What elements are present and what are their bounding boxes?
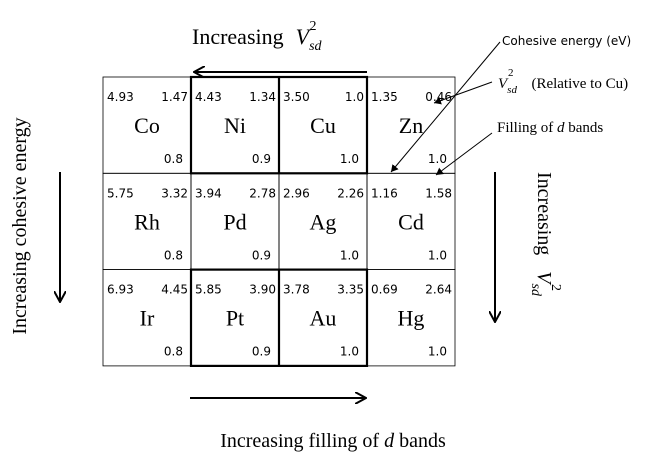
element-symbol: Au — [310, 306, 337, 331]
vsd: 1.58 — [425, 186, 452, 200]
element-symbol: Co — [134, 113, 160, 138]
vsd: 3.90 — [249, 283, 276, 297]
vsd: 2.78 — [249, 186, 276, 200]
element-symbol: Pt — [226, 306, 244, 331]
filling: 1.0 — [340, 345, 359, 359]
vsd: 4.45 — [161, 283, 188, 297]
cohesive-energy: 3.94 — [195, 186, 222, 200]
bottom-label-italic: d — [384, 430, 395, 452]
top-label-symbol: V — [296, 24, 312, 49]
filling: 1.0 — [428, 152, 447, 166]
filling: 1.0 — [428, 248, 447, 262]
vsd: 3.32 — [161, 186, 188, 200]
filling: 0.8 — [164, 152, 183, 166]
top-label-sub: sd — [309, 39, 322, 54]
pointer — [390, 41, 501, 173]
top-label-text: Increasing — [192, 24, 284, 49]
legend-filling-before: Filling of — [497, 120, 557, 136]
cohesive-energy: 3.78 — [283, 283, 310, 297]
legend-filling-after: bands — [565, 120, 604, 136]
element-symbol: Cd — [398, 209, 424, 234]
right-label: Increasing Vsd 2 — [528, 172, 563, 297]
cohesive-energy: 5.75 — [107, 186, 134, 200]
element-symbol: Zn — [399, 113, 423, 138]
vsd: 1.34 — [249, 90, 276, 104]
element-symbol: Pd — [223, 209, 246, 234]
cohesive-energy: 4.43 — [195, 90, 222, 104]
legend-cohesive: Cohesive energy (eV) — [502, 34, 631, 48]
element-symbol: Hg — [398, 306, 425, 331]
bottom-label-after: bands — [394, 430, 446, 452]
filling: 1.0 — [340, 152, 359, 166]
filling: 1.0 — [428, 345, 447, 359]
cohesive-energy: 6.93 — [107, 283, 134, 297]
pointer — [435, 132, 493, 176]
vsd: 2.64 — [425, 283, 452, 297]
right-label-text: Increasing — [533, 172, 555, 255]
left-label: Increasing cohesive energy — [9, 117, 31, 334]
legend-vsd-symbol: V — [498, 76, 509, 92]
pointer — [433, 81, 493, 105]
element-symbol: Ir — [140, 306, 155, 331]
element-symbol: Ag — [310, 209, 337, 234]
top-label-sup: 2 — [310, 19, 317, 34]
filling: 1.0 — [340, 248, 359, 262]
top-label: Increasing Vsd 2 — [192, 19, 323, 54]
cohesive-energy: 5.85 — [195, 283, 222, 297]
right-label-sup: 2 — [548, 284, 563, 291]
vsd: 0.46 — [425, 90, 452, 104]
right-label-sub: sd — [528, 284, 543, 297]
cohesive-energy: 1.35 — [371, 90, 398, 104]
filling: 0.9 — [252, 345, 271, 359]
filling: 0.9 — [252, 152, 271, 166]
filling: 0.8 — [164, 248, 183, 262]
cohesive-energy: 2.96 — [283, 186, 310, 200]
legend-filling: Filling of d bands — [497, 120, 603, 136]
bottom-label: Increasing filling of d bands — [220, 430, 446, 452]
vsd: 1.0 — [345, 90, 364, 104]
legend-vsd-sub: sd — [507, 84, 517, 96]
bottom-label-before: Increasing filling of — [220, 430, 384, 452]
legend-vsd-text: (Relative to Cu) — [531, 76, 628, 92]
legend-vsd-sup: 2 — [508, 67, 514, 79]
cohesive-energy: 4.93 — [107, 90, 134, 104]
filling: 0.9 — [252, 248, 271, 262]
element-symbol: Ni — [224, 113, 246, 138]
vsd: 3.35 — [337, 283, 364, 297]
legend-vsd: Vsd 2 (Relative to Cu) — [498, 67, 628, 96]
cohesive-energy: 3.50 — [283, 90, 310, 104]
legend-filling-italic: d — [557, 120, 565, 136]
right-label-symbol: V — [533, 271, 555, 286]
filling: 0.8 — [164, 345, 183, 359]
cohesive-energy: 0.69 — [371, 283, 398, 297]
vsd: 1.47 — [161, 90, 188, 104]
element-symbol: Rh — [134, 209, 160, 234]
element-symbol: Cu — [310, 113, 336, 138]
cohesive-energy: 1.16 — [371, 186, 398, 200]
vsd: 2.26 — [337, 186, 364, 200]
